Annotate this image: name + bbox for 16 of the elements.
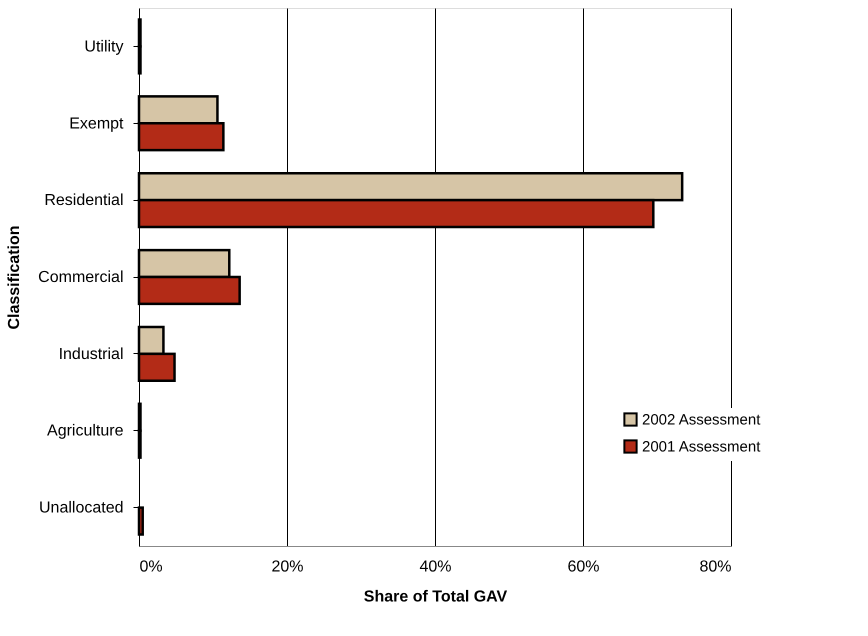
- y-tick-label: Agriculture: [47, 422, 124, 440]
- x-tick-label: 40%: [419, 558, 452, 576]
- y-tick-label: Exempt: [69, 115, 124, 132]
- y-tick-label: Industrial: [58, 346, 124, 363]
- y-axis-title: Classification: [6, 225, 24, 330]
- x-tick-label: 80%: [699, 558, 732, 576]
- legend-label: 2002 Assessment: [642, 412, 762, 428]
- y-tick-label: Residential: [44, 192, 124, 210]
- y-tick-label: Commercial: [38, 269, 124, 286]
- x-tick-label: 0%: [140, 558, 163, 576]
- y-tick-label: Unallocated: [39, 500, 124, 517]
- x-axis-title: Share of Total GAV: [364, 588, 508, 606]
- legend-label: 2001 Assessment: [642, 438, 762, 456]
- y-tick-label: Utility: [84, 38, 124, 56]
- x-tick-label: 20%: [271, 558, 304, 576]
- x-tick-label: 60%: [567, 558, 600, 576]
